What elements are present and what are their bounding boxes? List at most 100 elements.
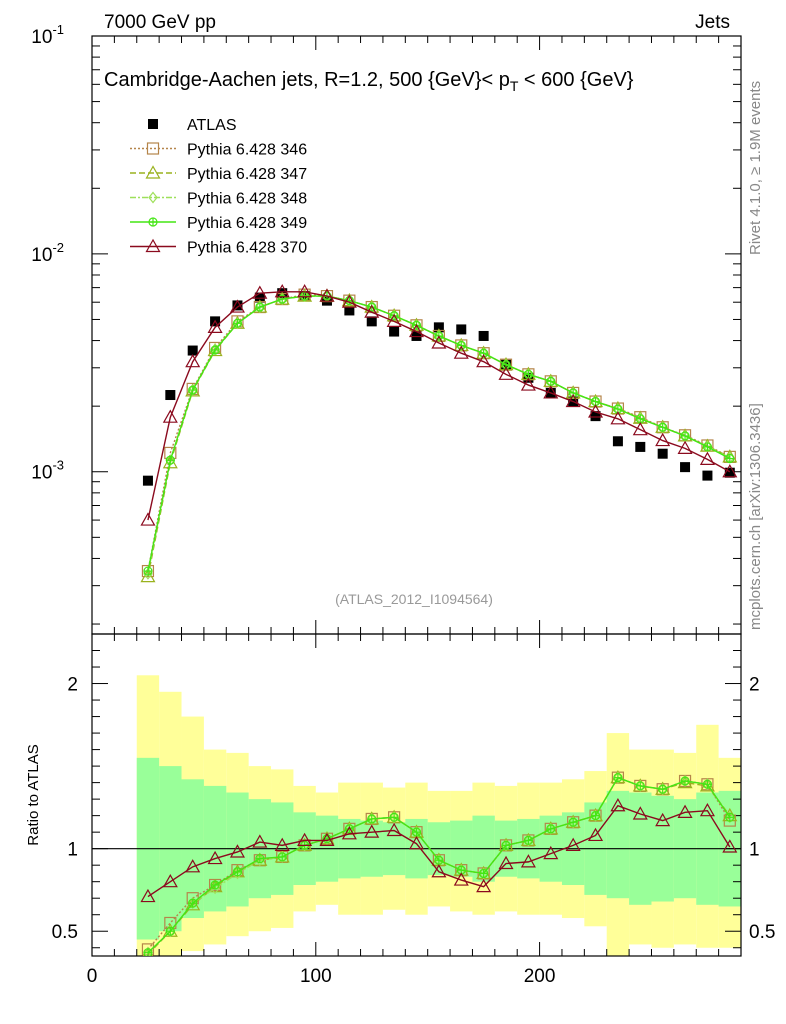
ratio-point-p370 [341,826,357,840]
ratio-point-p349 [725,812,735,822]
legend-label: Pythia 6.428 348 [187,191,307,208]
ratio-point-p370 [632,806,648,820]
point-p348 [344,294,355,307]
ratio-point-p370 [722,839,738,853]
ratio-plot-frame [91,633,742,957]
ratio-point-p370 [297,832,313,847]
ratio-point-p349 [255,853,265,864]
ratio-point-p370 [207,850,223,865]
point-data [456,324,467,335]
point-p370 [185,353,201,368]
ratio-point-p349 [658,784,668,794]
point-p370 [453,345,469,359]
y-tick-label: 10-2 [31,240,64,266]
header-left: 7000 GeV pp [104,12,216,33]
ratio-point-p370 [520,854,536,868]
point-p370 [610,411,626,425]
y-tick-label: 10-3 [31,458,64,484]
legend-label: Pythia 6.428 349 [187,215,307,232]
point-data [366,316,377,327]
ratio-point-p349 [635,781,645,791]
legend-entry-p346: Pythia 6.428 346 [130,142,307,159]
point-data [187,345,198,356]
plot-title: Cambridge-Aachen jets, R=1.2, 500 {GeV}<… [104,69,634,94]
point-data [478,330,489,341]
ratio-point-p370 [185,859,201,873]
point-p370 [431,335,447,349]
point-p370 [229,299,245,313]
point-p370 [565,393,581,408]
x-tick-label: 200 [524,966,556,987]
ratio-point-p348 [590,809,601,822]
point-data [433,322,444,333]
ratio-point-p348 [299,839,310,852]
point-p370 [140,512,156,526]
ratio-point-p349 [546,824,556,834]
ratio-uncertainty-bands [92,675,741,956]
ratio-y-tick-label: 1 [749,840,760,861]
point-p349 [725,453,735,464]
point-p349 [546,376,556,386]
point-p348 [143,567,153,580]
legend-marker [148,217,158,227]
ratio-point-p349 [434,855,444,865]
ratio-point-p370 [677,804,693,818]
ratio-point-p370 [431,864,447,878]
point-p370 [252,285,268,299]
ratio-series [140,769,738,956]
legend-entry-p347: Pythia 6.428 347 [130,165,307,183]
point-p349 [702,442,713,452]
point-p349 [165,455,175,465]
ratio-point-p349 [232,867,243,877]
point-p370 [543,385,559,399]
point-data [702,470,713,481]
point-data [612,436,623,447]
ratio-point-p349 [568,817,578,827]
ratio-point-p370 [319,832,335,847]
point-p370 [319,288,335,302]
point-p370 [699,451,715,465]
legend-entry-p370: Pythia 6.428 370 [130,238,307,257]
legend-label: Pythia 6.428 347 [187,166,307,183]
ratio-point-p348 [613,771,623,784]
point-p370 [588,404,604,418]
ratio-point-p370 [588,827,604,842]
point-p348 [613,403,623,416]
ratio-point-p349 [367,814,377,824]
legend-label: Pythia 6.428 346 [187,142,307,159]
point-p349 [210,345,220,355]
ratio-point-p348 [478,867,489,880]
point-data [680,462,691,473]
ratio-point-p348 [389,811,399,824]
ratio-point-p349 [702,779,713,789]
ratio-point-p349 [188,898,198,908]
ratio-point-p349 [501,840,511,850]
ratio-point-p349 [590,811,601,821]
ratio-y-tick-label: 0.5 [749,922,775,943]
point-p370 [386,313,402,327]
point-p370 [274,284,290,298]
ratio-point-p370 [453,872,469,886]
point-p349 [143,566,153,576]
point-p349 [680,431,690,441]
point-data [165,390,176,401]
point-p370 [632,421,648,436]
legend-entry-data: ATLAS [148,117,237,134]
point-p349 [255,302,265,312]
band-inner-bin [606,790,630,899]
ratio-y-tick-label: 0.5 [52,922,78,943]
ratio-point-p349 [411,827,422,837]
point-p349 [635,414,645,424]
y-tick-label: 10-1 [31,22,64,48]
ratio-point-p370 [498,855,514,870]
ratio-point-p349 [389,812,399,822]
ratio-line-p370 [147,804,731,898]
header-right: Jets [695,12,730,33]
point-p370 [207,319,223,333]
point-p370 [341,294,357,308]
band-inner-bin [226,792,249,907]
ratio-point-p348 [725,811,735,824]
ratio-point-p348 [680,775,690,787]
point-p349 [188,385,198,395]
